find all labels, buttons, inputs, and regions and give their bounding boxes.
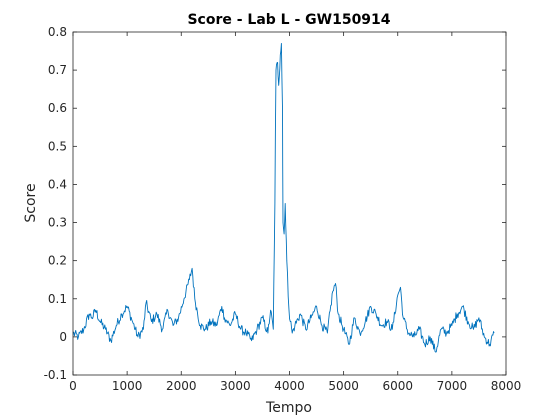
chart-title: Score - Lab L - GW150914 <box>187 12 390 28</box>
x-tick-label: 5000 <box>328 379 359 393</box>
x-tick-label: 6000 <box>382 379 413 393</box>
series-layer <box>72 42 495 353</box>
y-tick-label: 0.4 <box>48 177 67 191</box>
x-tick-label: 2000 <box>166 379 197 393</box>
y-axis-label: Score <box>23 183 39 222</box>
plot-area <box>72 31 507 376</box>
y-tick-label: 0.2 <box>48 254 67 268</box>
y-tick-label: 0 <box>59 330 67 344</box>
x-tick-label: 7000 <box>437 379 468 393</box>
x-tick-label: 8000 <box>491 379 522 393</box>
x-tick-label: 1000 <box>112 379 143 393</box>
series-line <box>72 42 495 353</box>
y-axis-ticks: -0.1 0 0.1 0.2 0.3 0.4 0.5 0.6 0.7 0.8 <box>44 25 506 382</box>
y-tick-label: 0.8 <box>48 25 67 39</box>
x-tick-label: 0 <box>69 379 77 393</box>
x-axis-label: Tempo <box>265 400 312 416</box>
x-tick-label: 4000 <box>274 379 305 393</box>
y-tick-label: 0.6 <box>48 101 67 115</box>
y-tick-label: 0.5 <box>48 139 67 153</box>
x-axis-ticks: 0 1000 2000 3000 4000 5000 6000 7000 8000 <box>69 32 521 393</box>
y-tick-label: 0.7 <box>48 63 67 77</box>
y-tick-label: 0.3 <box>48 216 67 230</box>
y-tick-label: 0.1 <box>48 292 67 306</box>
y-tick-label: -0.1 <box>44 368 67 382</box>
x-tick-label: 3000 <box>220 379 251 393</box>
plot-background <box>73 32 506 375</box>
